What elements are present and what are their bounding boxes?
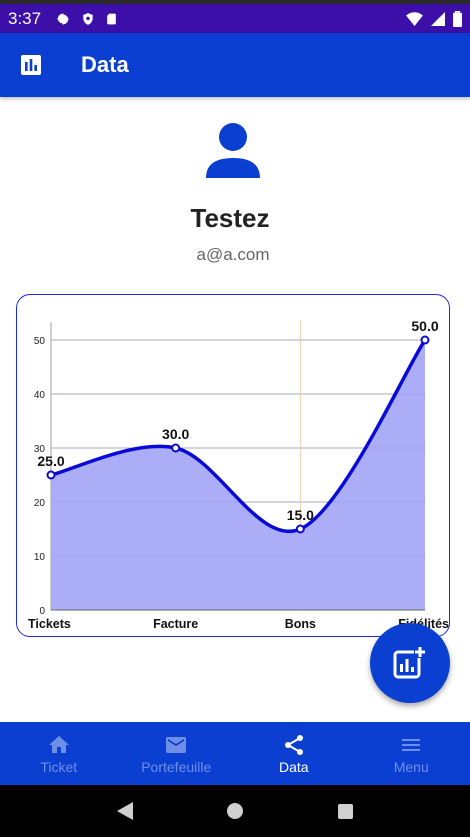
- area-chart: 0 10 20 30 40 50 25.0 Tickets 30.0 Facture 15.0 Bon…: [28, 318, 449, 631]
- recents-icon[interactable]: [337, 803, 354, 820]
- settings-icon: [57, 12, 70, 25]
- bar-chart-icon[interactable]: [19, 53, 43, 77]
- y-tick-label: 20: [34, 498, 46, 509]
- app-bar: Data: [0, 33, 470, 97]
- nav-label: Portefeuille: [141, 758, 212, 775]
- sd-card-icon: [107, 13, 116, 24]
- add-chart-button[interactable]: [370, 623, 450, 703]
- data-point: [295, 524, 305, 534]
- data-label: 30.0: [162, 426, 189, 442]
- chart-card: 0 10 20 30 40 50 25.0 Tickets 30.0 Facture 15.0 Bon…: [16, 294, 450, 637]
- nav-item-data[interactable]: Data: [235, 722, 353, 785]
- nav-item-menu[interactable]: Menu: [353, 722, 470, 785]
- status-bar: 3:37: [0, 0, 470, 33]
- data-label: 15.0: [287, 507, 314, 523]
- x-tick-label: Bons: [285, 617, 316, 631]
- y-tick-label: 10: [34, 552, 46, 563]
- data-label: 50.0: [411, 318, 438, 334]
- bottom-navigation: Ticket Portefeuille Data Menu: [0, 722, 470, 785]
- y-tick-label: 30: [34, 444, 46, 455]
- x-tick-label: Facture: [153, 617, 198, 631]
- add-chart-icon: [393, 646, 426, 679]
- shield-icon: [83, 12, 93, 25]
- back-icon[interactable]: [116, 801, 134, 821]
- data-point: [420, 335, 430, 345]
- home-icon: [48, 735, 69, 753]
- profile-email: a@a.com: [196, 245, 270, 264]
- series-line: [50, 339, 427, 534]
- nav-label: Menu: [393, 758, 429, 775]
- system-navigation-bar: [0, 785, 470, 837]
- share-icon: [284, 734, 303, 755]
- area-fill: [51, 340, 425, 610]
- battery-icon: [453, 10, 462, 27]
- person-icon: [206, 123, 260, 178]
- y-tick-label: 50: [34, 336, 46, 347]
- y-tick-label: 0: [39, 606, 45, 617]
- data-label: 25.0: [37, 453, 64, 469]
- nav-label: Data: [278, 758, 309, 775]
- signal-icon: [431, 11, 445, 26]
- x-tick-label: Tickets: [28, 617, 71, 631]
- nav-item-ticket[interactable]: Ticket: [0, 722, 118, 785]
- nav-item-portefeuille[interactable]: Portefeuille: [118, 722, 236, 785]
- mail-icon: [166, 736, 187, 753]
- data-point: [46, 470, 56, 480]
- profile-name: Testez: [190, 203, 270, 233]
- y-tick-label: 40: [34, 390, 46, 401]
- menu-icon: [402, 738, 421, 751]
- wifi-icon: [406, 11, 423, 26]
- data-point: [171, 443, 181, 453]
- home-button-icon[interactable]: [226, 802, 244, 820]
- page-title: Data: [81, 52, 129, 77]
- nav-label: Ticket: [40, 758, 78, 775]
- status-time: 3:37: [8, 8, 42, 28]
